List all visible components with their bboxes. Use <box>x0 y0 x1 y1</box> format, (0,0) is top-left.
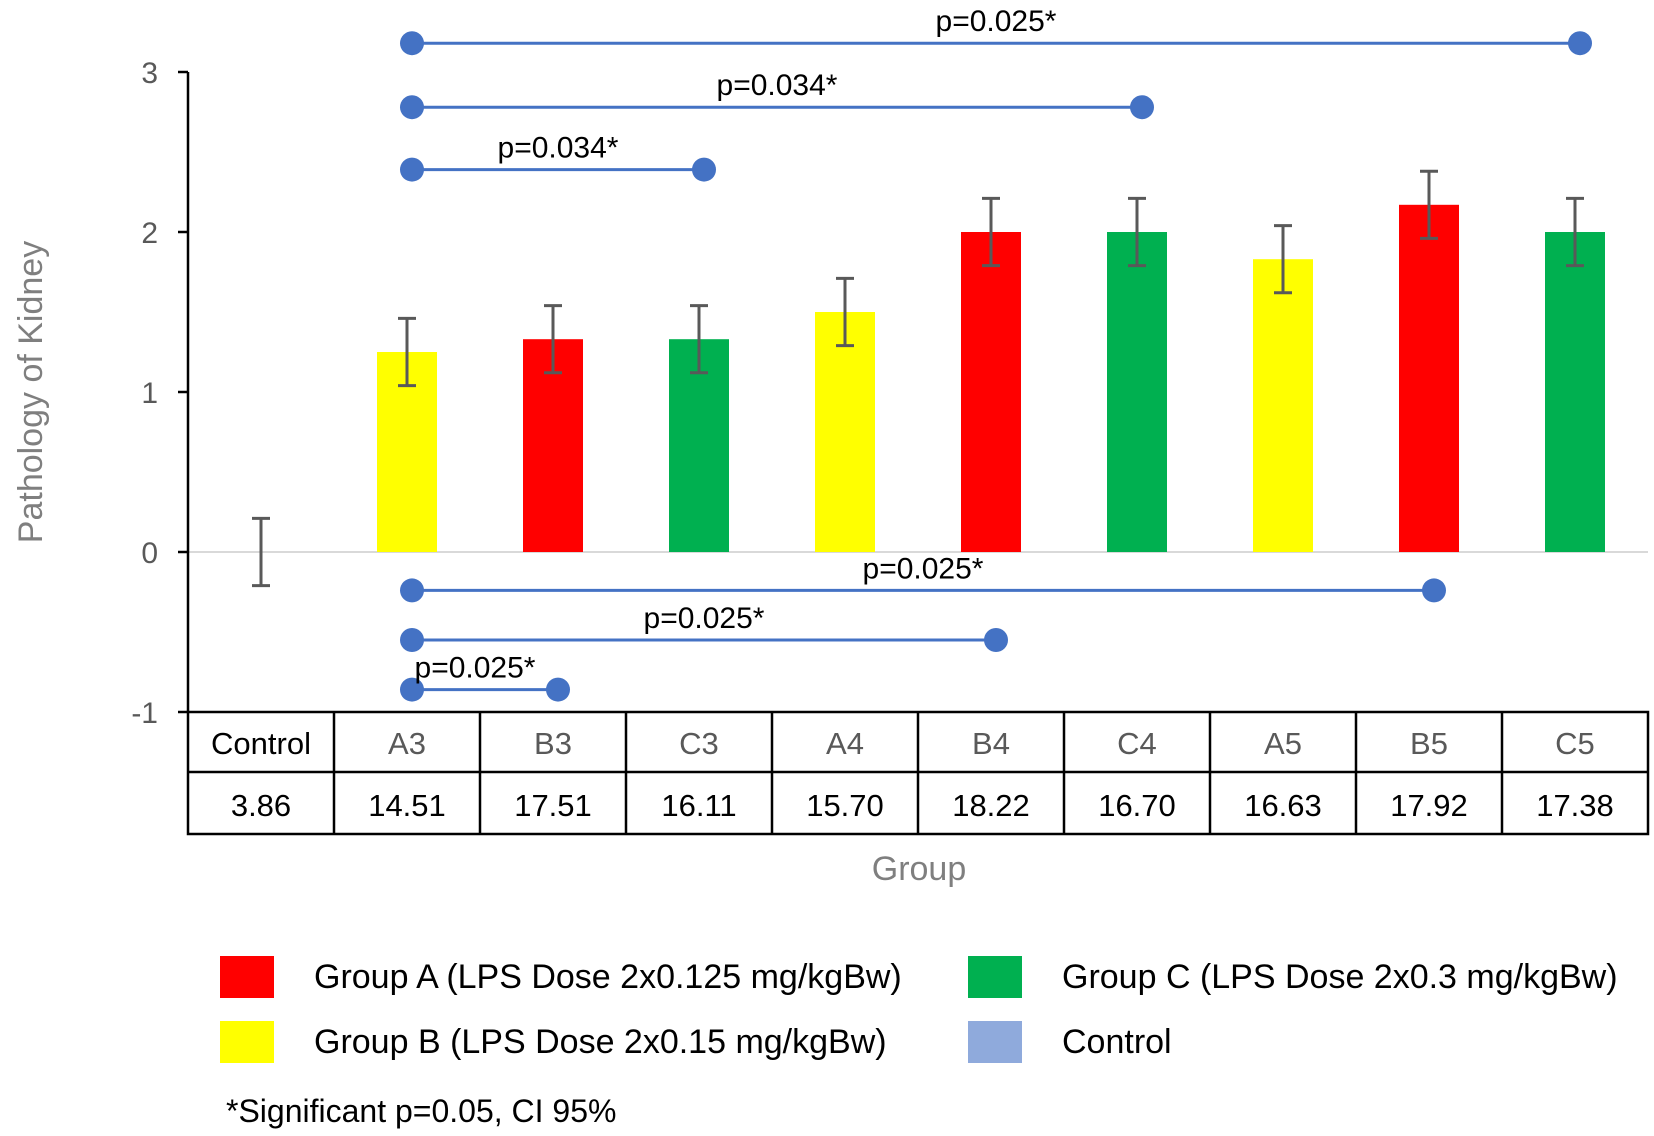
significance-endpoint <box>400 95 424 120</box>
table-value-b4: 18.22 <box>952 788 1030 823</box>
table-header-a3: A3 <box>388 726 426 761</box>
significance-endpoint <box>1130 95 1154 120</box>
table-header-c5: C5 <box>1555 726 1595 761</box>
table-header-b3: B3 <box>534 726 572 761</box>
bar-a4 <box>815 312 875 552</box>
significance-endpoint <box>400 31 424 56</box>
table-value-a4: 15.70 <box>806 788 884 823</box>
error-bars-layer <box>252 169 1584 588</box>
table-header-b5: B5 <box>1410 726 1448 761</box>
y-tick-label: 0 <box>141 537 158 570</box>
significance-endpoint <box>400 677 424 702</box>
bar-a5 <box>1253 259 1313 552</box>
significance-label: p=0.034* <box>717 69 838 102</box>
y-axis-layer: -1 0 1 2 3 <box>131 57 190 730</box>
table-value-a3: 14.51 <box>368 788 446 823</box>
table-value-c5: 17.38 <box>1536 788 1614 823</box>
table-header-c3: C3 <box>679 726 719 761</box>
significance-label: p=0.025* <box>863 552 984 585</box>
significance-label: p=0.034* <box>498 132 619 165</box>
bars-layer <box>377 204 1605 553</box>
bar-c3 <box>669 339 729 552</box>
data-table-layer: Control 3.86 A3 14.51 B3 17.51 C3 16.11 A4 15.70 B… <box>186 710 1650 836</box>
significance-label: p=0.025* <box>936 5 1057 38</box>
table-header-c4: C4 <box>1117 726 1157 761</box>
significance-endpoint <box>400 578 424 603</box>
table-value-control: 3.86 <box>231 788 291 823</box>
table-value-b5: 17.92 <box>1390 788 1468 823</box>
significance-layer: p=0.025* p=0.034* p=0.034* p=0.025* p=0.025*… <box>400 5 1592 702</box>
y-axis-title: Pathology of Kidney <box>12 241 50 543</box>
table-value-a5: 16.63 <box>1244 788 1322 823</box>
y-tick-label: 1 <box>141 377 158 410</box>
bar-b5 <box>1399 204 1459 553</box>
significance-endpoint <box>1568 31 1592 56</box>
x-axis-title: Group <box>872 850 967 888</box>
bar-b3 <box>523 339 583 552</box>
y-tick-label: 2 <box>141 217 158 250</box>
table-value-c4: 16.70 <box>1098 788 1176 823</box>
significance-endpoint <box>546 677 570 702</box>
significance-endpoint <box>692 157 716 182</box>
bar-c4 <box>1107 232 1167 552</box>
significance-endpoint <box>984 628 1008 652</box>
bar-c5 <box>1545 232 1605 552</box>
significance-label: p=0.025* <box>415 652 536 685</box>
table-value-c3: 16.11 <box>661 788 736 823</box>
table-value-b3: 17.51 <box>514 788 592 823</box>
y-tick-label: 3 <box>141 57 158 90</box>
significance-endpoint <box>400 157 424 182</box>
bar-b4 <box>961 232 1021 552</box>
table-header-a4: A4 <box>826 726 864 761</box>
table-header-b4: B4 <box>972 726 1010 761</box>
table-header-control: Control <box>211 726 311 761</box>
table-header-a5: A5 <box>1264 726 1302 761</box>
significance-endpoint <box>1422 578 1446 603</box>
significance-endpoint <box>400 628 424 652</box>
significance-label: p=0.025* <box>644 602 765 635</box>
y-tick-label: -1 <box>131 697 158 730</box>
